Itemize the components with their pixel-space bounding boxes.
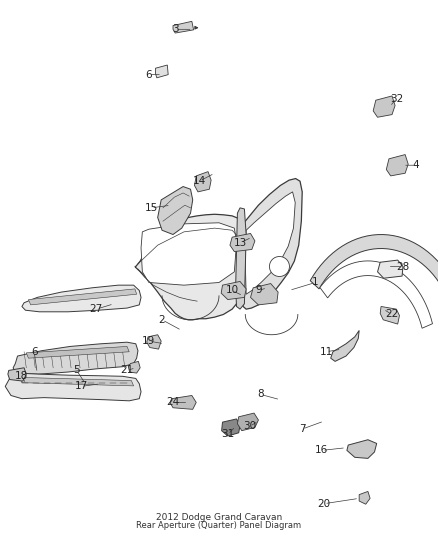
Text: 8: 8 xyxy=(257,390,264,399)
Polygon shape xyxy=(237,413,258,431)
Polygon shape xyxy=(8,368,26,381)
Text: 19: 19 xyxy=(142,336,155,346)
Polygon shape xyxy=(20,377,134,386)
Polygon shape xyxy=(5,373,141,401)
Text: 15: 15 xyxy=(145,203,158,213)
Polygon shape xyxy=(245,192,295,294)
Polygon shape xyxy=(230,233,255,252)
Polygon shape xyxy=(22,285,141,312)
Polygon shape xyxy=(373,96,395,117)
Polygon shape xyxy=(221,281,246,300)
Text: 5: 5 xyxy=(73,366,80,375)
Polygon shape xyxy=(147,335,161,349)
Text: 17: 17 xyxy=(74,382,88,391)
Polygon shape xyxy=(26,346,129,358)
Text: 2012 Dodge Grand Caravan: 2012 Dodge Grand Caravan xyxy=(156,513,282,521)
Polygon shape xyxy=(386,155,408,176)
Text: 2: 2 xyxy=(159,315,166,325)
Polygon shape xyxy=(158,187,193,235)
Text: 27: 27 xyxy=(90,304,103,314)
Circle shape xyxy=(269,256,290,277)
Text: Rear Aperture (Quarter) Panel Diagram: Rear Aperture (Quarter) Panel Diagram xyxy=(137,521,301,529)
Text: 16: 16 xyxy=(315,446,328,455)
Text: 10: 10 xyxy=(226,286,239,295)
Text: 22: 22 xyxy=(385,310,399,319)
Polygon shape xyxy=(173,21,194,33)
Polygon shape xyxy=(310,235,438,331)
Text: 6: 6 xyxy=(31,347,38,357)
Text: 6: 6 xyxy=(145,70,152,79)
Polygon shape xyxy=(380,306,399,324)
Polygon shape xyxy=(170,395,196,409)
Text: 31: 31 xyxy=(221,430,234,439)
Text: 21: 21 xyxy=(120,366,134,375)
Polygon shape xyxy=(347,440,377,458)
Polygon shape xyxy=(135,214,245,320)
Polygon shape xyxy=(251,284,278,305)
Text: 7: 7 xyxy=(299,424,306,434)
Text: 32: 32 xyxy=(390,94,403,103)
Polygon shape xyxy=(128,361,140,373)
Text: 1: 1 xyxy=(312,278,319,287)
Text: 9: 9 xyxy=(255,286,262,295)
Polygon shape xyxy=(141,223,237,285)
Text: 4: 4 xyxy=(413,160,420,170)
Text: 28: 28 xyxy=(396,262,410,271)
Polygon shape xyxy=(242,179,302,309)
Polygon shape xyxy=(222,419,240,436)
Polygon shape xyxy=(359,491,370,504)
Polygon shape xyxy=(320,261,432,328)
Polygon shape xyxy=(28,289,137,305)
Text: 13: 13 xyxy=(234,238,247,247)
Text: 30: 30 xyxy=(243,422,256,431)
Text: 14: 14 xyxy=(193,176,206,186)
Text: 11: 11 xyxy=(320,347,333,357)
Polygon shape xyxy=(194,172,211,192)
Polygon shape xyxy=(13,342,138,374)
Polygon shape xyxy=(331,330,359,361)
Polygon shape xyxy=(155,65,168,78)
Text: 3: 3 xyxy=(172,25,179,34)
Polygon shape xyxy=(236,208,246,309)
Text: 20: 20 xyxy=(318,499,331,508)
Text: 24: 24 xyxy=(166,398,180,407)
Text: 18: 18 xyxy=(14,371,28,381)
Polygon shape xyxy=(378,260,403,278)
